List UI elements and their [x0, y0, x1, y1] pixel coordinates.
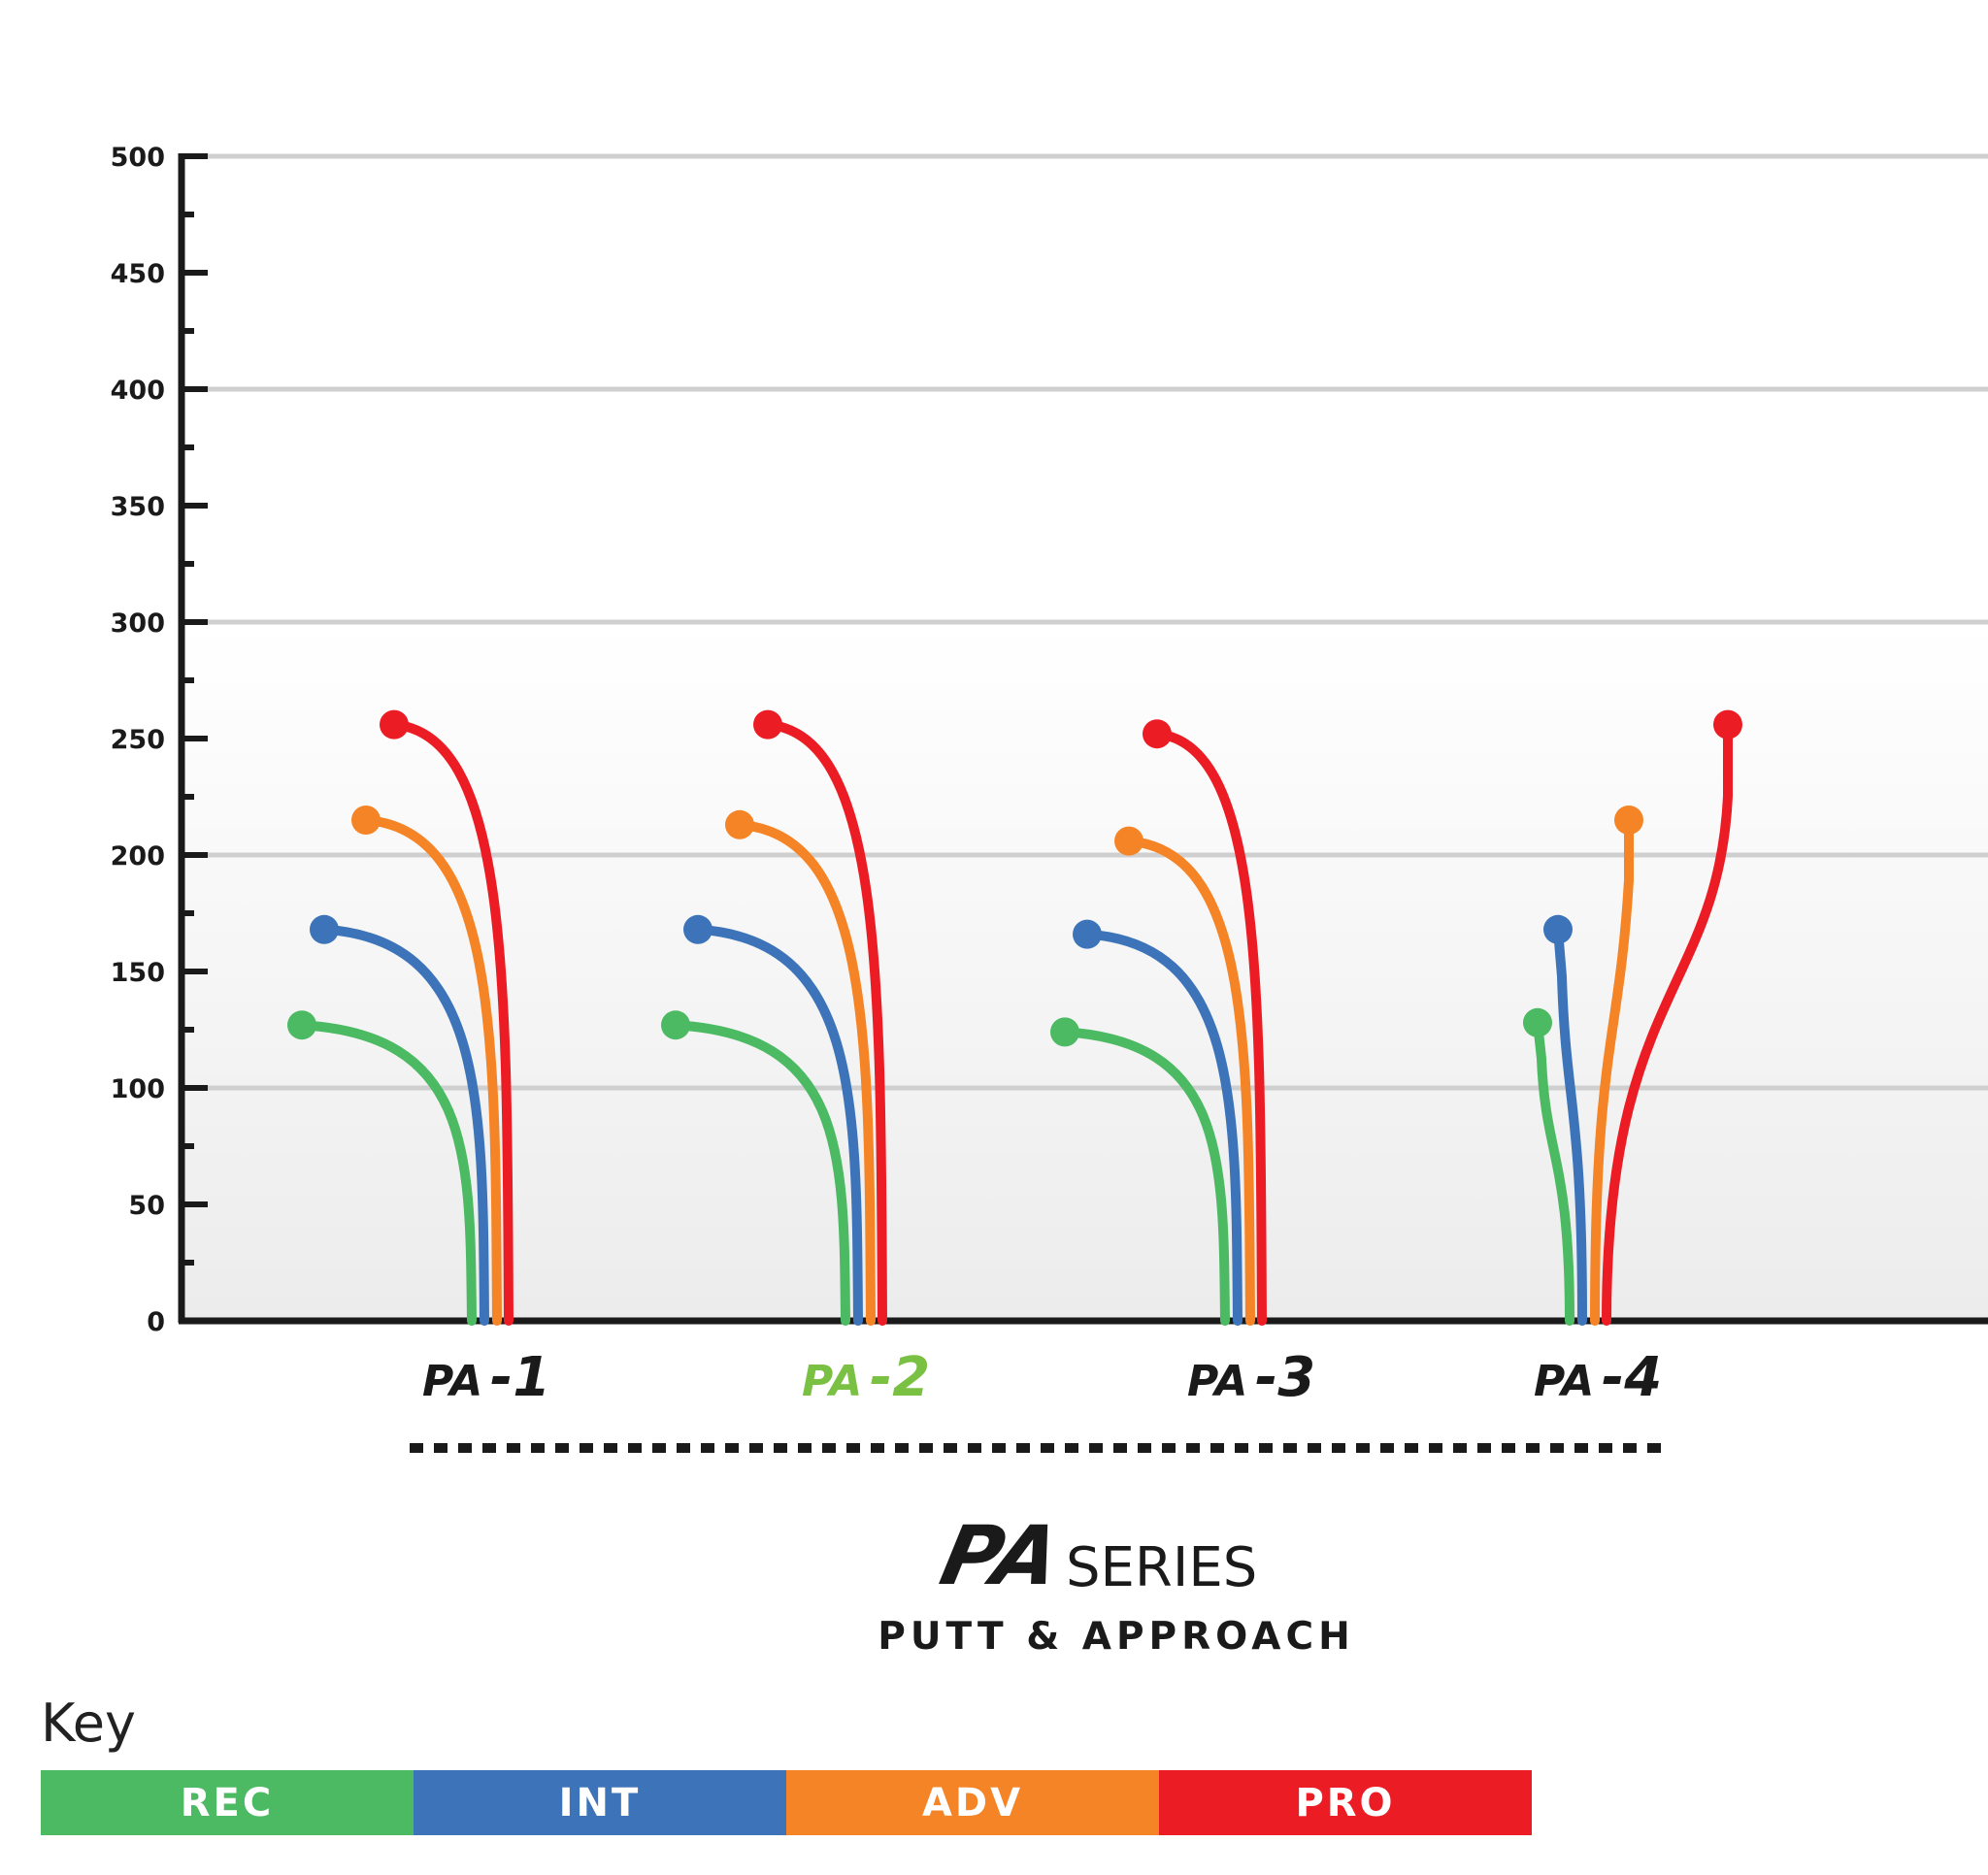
flight-point-pro — [753, 709, 782, 740]
series-subtitle: PUTT & APPROACH — [878, 1615, 1354, 1659]
y-tick-label: 50 — [128, 1191, 165, 1221]
flight-point-adv — [1114, 826, 1143, 856]
flight-line-pro — [1152, 729, 1267, 1326]
x-tick-label: PA -1 — [422, 1346, 550, 1409]
flight-line-adv — [1590, 815, 1634, 1326]
legend-swatch-rec — [41, 1770, 414, 1835]
flight-point-int — [310, 914, 339, 944]
flight-line-int — [319, 924, 489, 1326]
flight-point-rec — [287, 1010, 316, 1040]
flight-point-adv — [351, 806, 381, 835]
flight-line-adv — [1124, 836, 1255, 1326]
legend-label-int: INT — [559, 1781, 642, 1826]
flight-point-pro — [1143, 719, 1172, 749]
flight-line-rec — [297, 1020, 477, 1326]
y-tick-label: 400 — [111, 376, 165, 406]
x-tick-label-prefix: PA — [802, 1357, 862, 1406]
y-tick-label: 0 — [147, 1307, 165, 1337]
flight-point-adv — [725, 809, 754, 839]
x-tick-label-prefix: PA — [1534, 1357, 1594, 1406]
y-tick-label: 250 — [111, 725, 165, 755]
flight-line-int — [1082, 929, 1242, 1326]
flight-point-int — [1543, 914, 1573, 944]
flight-line-pro — [763, 719, 887, 1326]
flight-paths — [287, 709, 1742, 1326]
flight-point-rec — [1050, 1017, 1079, 1047]
x-tick-label-prefix: PA — [1187, 1357, 1247, 1406]
flight-line-int — [693, 924, 863, 1326]
x-tick-label-number: -2 — [870, 1346, 930, 1409]
flight-point-adv — [1614, 806, 1643, 835]
flight-line-rec — [1060, 1027, 1230, 1326]
legend-swatch-adv — [786, 1770, 1159, 1835]
x-tick-label-number: -1 — [490, 1346, 550, 1409]
flight-line-adv — [361, 815, 502, 1326]
flight-point-int — [1073, 919, 1102, 949]
y-tick-label: 100 — [111, 1074, 165, 1104]
y-tick-label: 500 — [111, 143, 165, 173]
flight-line-pro — [1602, 719, 1733, 1326]
y-tick-label: 200 — [111, 841, 165, 872]
legend-title: Key — [41, 1693, 136, 1754]
flight-point-pro — [380, 709, 409, 740]
series-logo: PA SERIES PUTT & APPROACH — [878, 1509, 1354, 1659]
y-tick-label: 350 — [111, 492, 165, 522]
x-axis-labels: PA -1 PA -2 PA -3 PA -4 — [422, 1346, 1662, 1409]
legend-swatch-int — [414, 1770, 786, 1835]
x-tick-label-number: -3 — [1255, 1346, 1315, 1409]
plot-background — [182, 156, 1988, 1321]
legend-label-rec: REC — [181, 1781, 274, 1826]
x-tick-label-prefix: PA — [422, 1357, 482, 1406]
x-tick-label-number: -4 — [1602, 1346, 1662, 1409]
flight-line-adv — [735, 819, 876, 1326]
x-tick-label: PA -4 — [1534, 1346, 1662, 1409]
series-title: SERIES — [1066, 1536, 1257, 1599]
flight-point-rec — [1523, 1007, 1552, 1037]
legend-swatch-pro — [1159, 1770, 1532, 1835]
flight-point-int — [683, 914, 712, 944]
x-tick-label: PA -3 — [1187, 1346, 1315, 1409]
x-tick-label: PA -2 — [802, 1346, 930, 1409]
flight-line-rec — [1533, 1017, 1574, 1326]
flight-point-pro — [1713, 709, 1742, 740]
y-tick-label: 450 — [111, 259, 165, 289]
legend-label-pro: PRO — [1295, 1781, 1395, 1826]
y-tick-label: 300 — [111, 609, 165, 639]
flight-line-int — [1553, 924, 1587, 1326]
series-logo-mark: PA — [933, 1509, 1069, 1604]
legend-label-adv: ADV — [922, 1781, 1023, 1826]
legend: Key REC INT ADV PRO — [41, 1693, 1532, 1835]
flight-line-pro — [389, 719, 514, 1326]
flight-line-rec — [671, 1020, 850, 1326]
flight-point-rec — [661, 1010, 690, 1040]
y-tick-label: 150 — [111, 958, 165, 988]
